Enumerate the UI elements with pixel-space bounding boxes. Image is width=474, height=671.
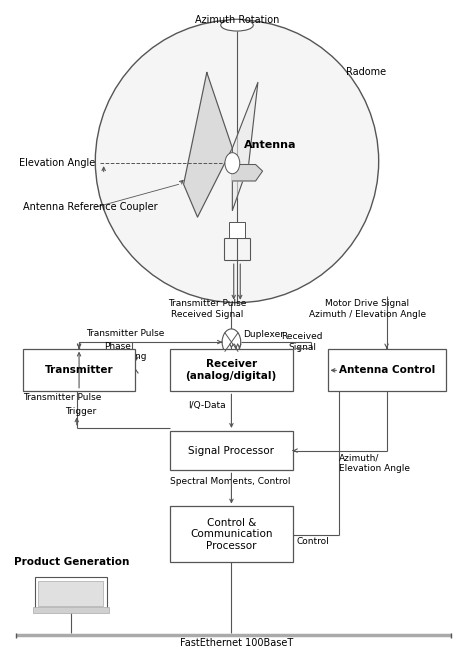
Text: Product Generation: Product Generation [14, 558, 130, 568]
Polygon shape [232, 164, 263, 181]
Text: Spectral Moments, Control: Spectral Moments, Control [170, 477, 290, 486]
FancyBboxPatch shape [170, 507, 293, 562]
Text: Phase
Sampling
Signal: Phase Sampling Signal [105, 342, 147, 372]
Text: Received
Signal: Received Signal [281, 332, 323, 352]
Text: Azimuth Rotation: Azimuth Rotation [195, 15, 279, 25]
FancyBboxPatch shape [38, 581, 103, 606]
Polygon shape [232, 83, 258, 211]
FancyBboxPatch shape [23, 349, 135, 391]
FancyBboxPatch shape [170, 349, 293, 391]
Ellipse shape [95, 20, 379, 303]
Text: Control &
Communication
Processor: Control & Communication Processor [190, 518, 273, 551]
Text: Antenna Reference Coupler: Antenna Reference Coupler [23, 202, 158, 212]
Text: Transmitter Pulse
Received Signal: Transmitter Pulse Received Signal [168, 299, 246, 319]
FancyBboxPatch shape [35, 577, 107, 609]
Text: Duplexer: Duplexer [243, 329, 284, 339]
Text: Transmitter Pulse: Transmitter Pulse [23, 393, 102, 402]
Ellipse shape [221, 19, 253, 31]
Text: Receiver
(analog/digital): Receiver (analog/digital) [185, 359, 277, 381]
FancyBboxPatch shape [328, 349, 446, 391]
Text: FastEthernet 100BaseT: FastEthernet 100BaseT [181, 638, 293, 648]
Polygon shape [183, 72, 232, 217]
FancyBboxPatch shape [229, 221, 245, 238]
FancyBboxPatch shape [33, 607, 109, 613]
Text: Transmitter Pulse: Transmitter Pulse [86, 329, 164, 338]
Text: Trigger: Trigger [65, 407, 96, 416]
Text: Antenna Control: Antenna Control [339, 365, 435, 375]
Text: Azimuth/
Elevation Angle: Azimuth/ Elevation Angle [339, 454, 410, 473]
Text: Radome: Radome [346, 68, 386, 77]
Text: Transmitter: Transmitter [45, 365, 113, 375]
Circle shape [222, 329, 241, 355]
Text: Motor Drive Signal
Azimuth / Elevation Angle: Motor Drive Signal Azimuth / Elevation A… [309, 299, 426, 319]
Circle shape [225, 153, 240, 174]
FancyBboxPatch shape [227, 349, 236, 368]
Text: I/Q-Data: I/Q-Data [188, 401, 226, 411]
Text: Control: Control [296, 537, 329, 546]
Text: Signal Processor: Signal Processor [188, 446, 274, 456]
FancyBboxPatch shape [170, 431, 293, 470]
Text: Elevation Angle: Elevation Angle [19, 158, 95, 168]
Text: Antenna: Antenna [244, 140, 296, 150]
